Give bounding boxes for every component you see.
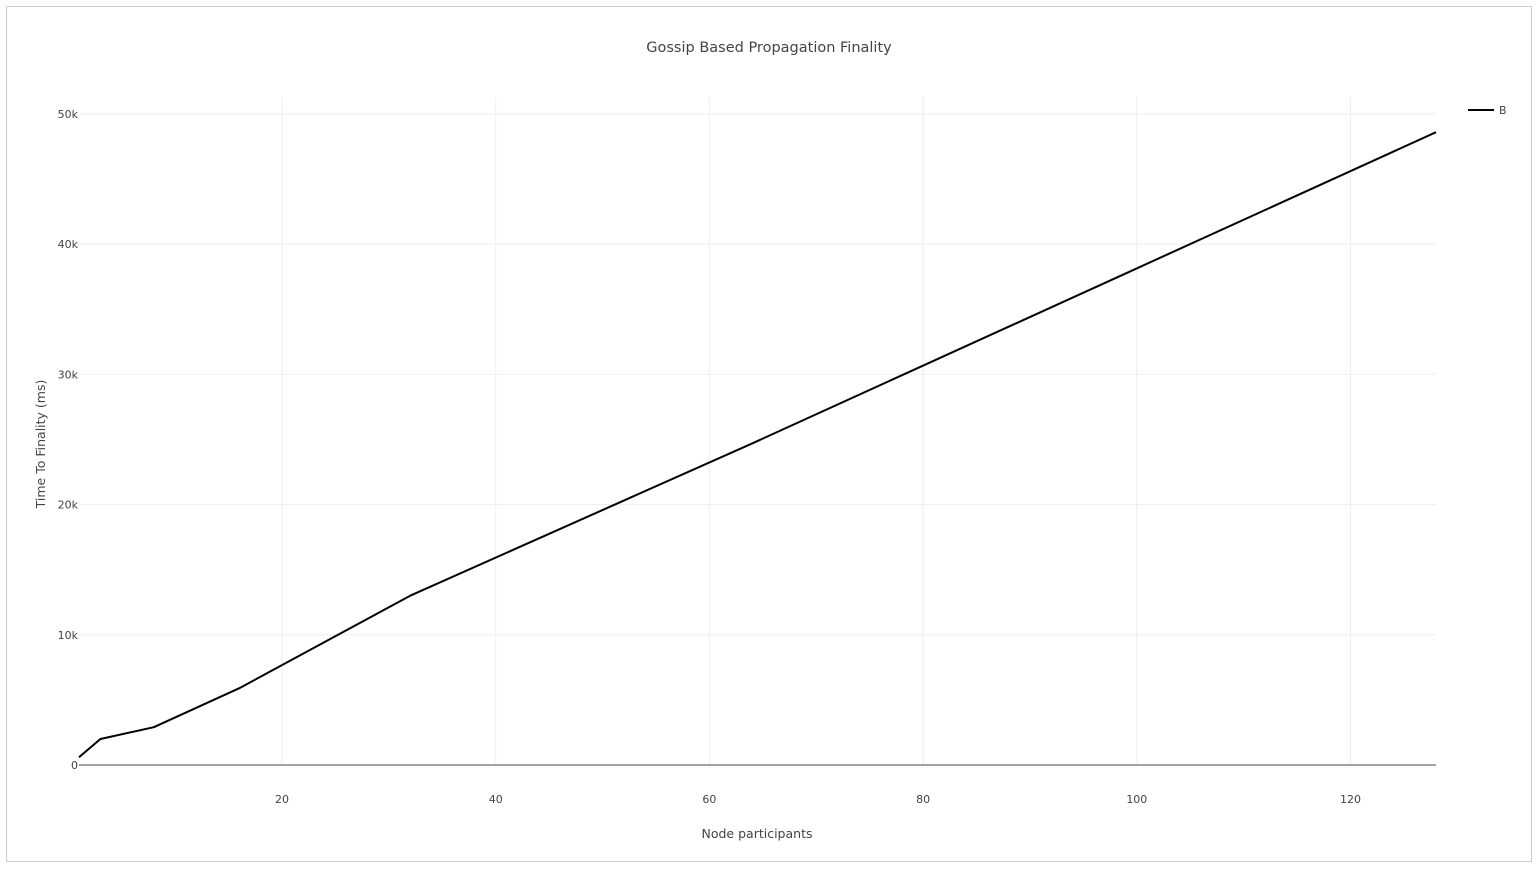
y-tick-label: 30k [58, 368, 79, 381]
x-tick-label: 80 [916, 793, 930, 806]
chart-title: Gossip Based Propagation Finality [646, 40, 892, 56]
x-gridlines [281, 97, 1352, 765]
y-tick-labels: 0 10k 20k 30k 40k 50k [58, 108, 79, 772]
x-tick-label: 100 [1126, 793, 1147, 806]
series-layer [78, 131, 1437, 758]
y-tick-label: 20k [58, 499, 79, 512]
legend[interactable]: B [1468, 104, 1507, 117]
x-axis-title: Node participants [702, 826, 813, 841]
x-tick-label: 60 [702, 793, 716, 806]
x-tick-label: 20 [275, 793, 289, 806]
legend-item[interactable]: B [1468, 104, 1507, 117]
y-gridlines [79, 113, 1436, 636]
legend-label: B [1499, 104, 1507, 117]
y-axis-title: Time To Finality (ms) [33, 380, 48, 510]
series-line-b [78, 131, 1437, 758]
y-tick-label: 10k [58, 629, 79, 642]
y-tick-label: 40k [58, 238, 79, 251]
chart-frame [6, 6, 1532, 862]
y-tick-label: 0 [71, 759, 78, 772]
x-tick-labels: 20 40 60 80 100 120 [275, 793, 1361, 806]
y-tick-label: 50k [58, 108, 79, 121]
x-tick-label: 120 [1340, 793, 1361, 806]
x-tick-label: 40 [489, 793, 503, 806]
